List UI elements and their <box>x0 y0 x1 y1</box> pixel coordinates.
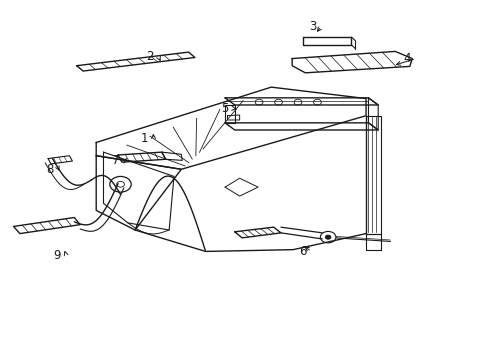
Text: 6: 6 <box>299 245 306 258</box>
Circle shape <box>325 235 330 239</box>
Text: 1: 1 <box>141 132 148 145</box>
Text: 8: 8 <box>46 163 54 176</box>
Text: 7: 7 <box>112 154 119 167</box>
Text: 3: 3 <box>308 20 316 33</box>
Text: 4: 4 <box>403 52 410 65</box>
Text: 2: 2 <box>145 50 153 63</box>
Text: 9: 9 <box>54 248 61 261</box>
Text: 5: 5 <box>221 102 228 115</box>
